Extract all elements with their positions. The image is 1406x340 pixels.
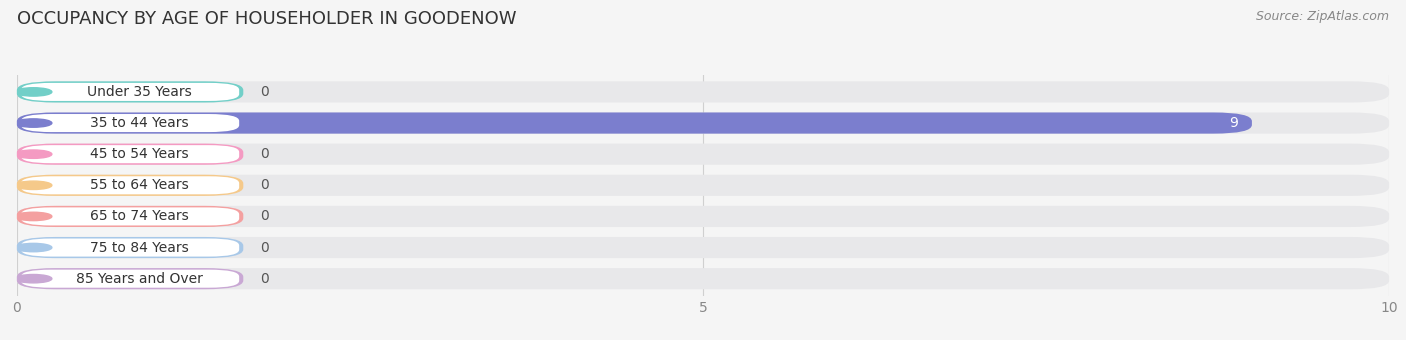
FancyBboxPatch shape [17,268,243,289]
FancyBboxPatch shape [21,207,239,225]
Text: 0: 0 [260,241,269,255]
Text: 55 to 64 Years: 55 to 64 Years [90,178,188,192]
Text: 75 to 84 Years: 75 to 84 Years [90,241,188,255]
Text: 0: 0 [260,147,269,161]
FancyBboxPatch shape [17,81,1389,102]
FancyBboxPatch shape [17,113,1389,134]
Text: 0: 0 [260,178,269,192]
Text: 0: 0 [260,209,269,223]
FancyBboxPatch shape [21,145,239,163]
FancyBboxPatch shape [21,270,239,288]
Text: 45 to 54 Years: 45 to 54 Years [90,147,188,161]
FancyBboxPatch shape [17,113,1251,134]
FancyBboxPatch shape [17,143,1389,165]
Circle shape [15,212,52,221]
FancyBboxPatch shape [17,175,1389,196]
FancyBboxPatch shape [17,81,243,102]
FancyBboxPatch shape [17,237,243,258]
Text: 0: 0 [260,85,269,99]
FancyBboxPatch shape [21,114,239,132]
Text: OCCUPANCY BY AGE OF HOUSEHOLDER IN GOODENOW: OCCUPANCY BY AGE OF HOUSEHOLDER IN GOODE… [17,10,516,28]
Text: 85 Years and Over: 85 Years and Over [76,272,202,286]
FancyBboxPatch shape [21,239,239,257]
FancyBboxPatch shape [17,143,243,165]
Text: 0: 0 [260,272,269,286]
FancyBboxPatch shape [17,268,1389,289]
Circle shape [15,150,52,158]
Text: Source: ZipAtlas.com: Source: ZipAtlas.com [1256,10,1389,23]
Circle shape [15,88,52,96]
FancyBboxPatch shape [17,175,243,196]
Circle shape [15,181,52,189]
Text: 35 to 44 Years: 35 to 44 Years [90,116,188,130]
FancyBboxPatch shape [17,237,1389,258]
FancyBboxPatch shape [17,206,1389,227]
Circle shape [15,243,52,252]
Circle shape [15,274,52,283]
Circle shape [15,119,52,127]
FancyBboxPatch shape [21,176,239,194]
Text: Under 35 Years: Under 35 Years [87,85,193,99]
Text: 65 to 74 Years: 65 to 74 Years [90,209,188,223]
FancyBboxPatch shape [21,83,239,101]
Text: 9: 9 [1229,116,1239,130]
FancyBboxPatch shape [17,206,243,227]
